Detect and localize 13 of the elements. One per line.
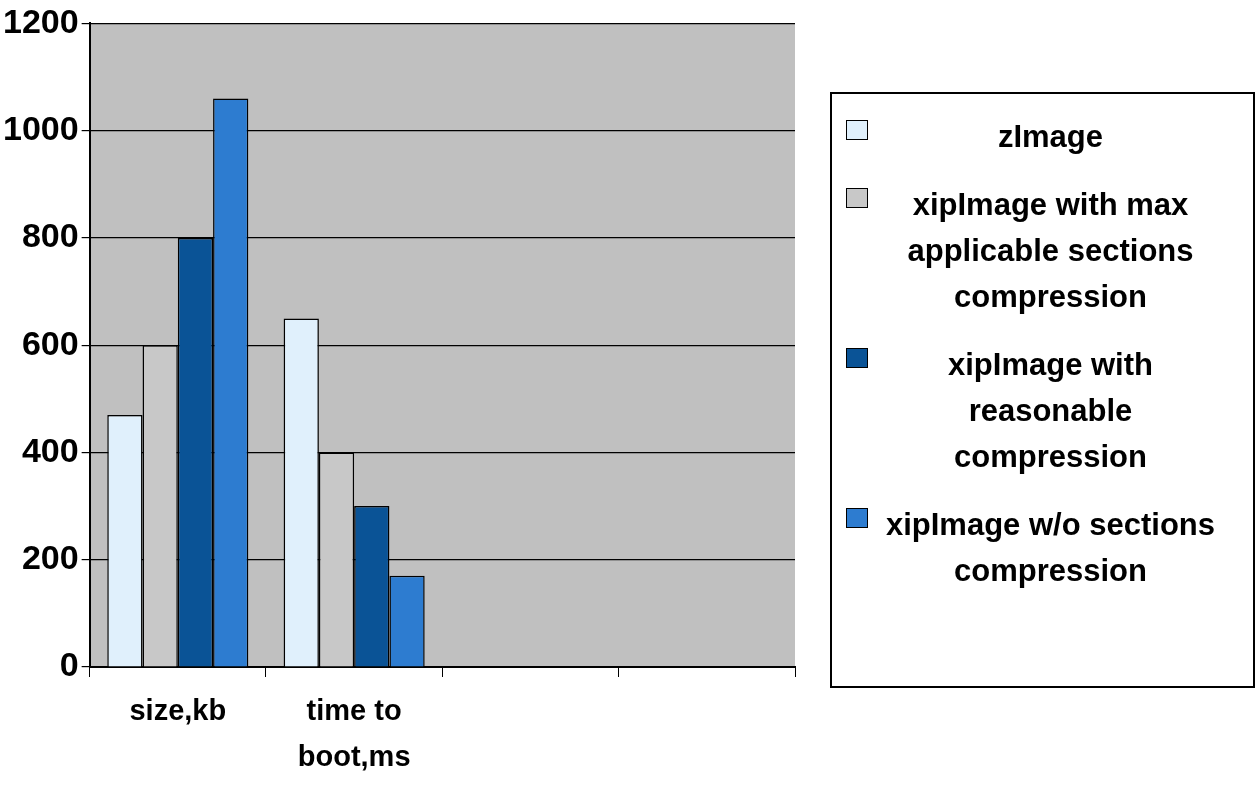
- y-tick-label: 800: [21, 216, 79, 255]
- y-tick-label: 400: [21, 430, 79, 469]
- text: xipImage with max applicable sections compression: [906, 186, 1195, 316]
- text: zImage: [996, 118, 1105, 156]
- text: xipImage with reasonable compression: [947, 346, 1154, 476]
- y-tick-label: 1200: [3, 1, 79, 40]
- legend-label: xipImage w/o sections compression: [884, 506, 1216, 590]
- y-tick-label: 1000: [3, 109, 79, 148]
- y-tick-label: 600: [21, 323, 79, 362]
- y-tick-label: 0: [59, 645, 79, 684]
- y-tick-label: 200: [21, 538, 79, 577]
- x-tick-label: time to boot,ms: [297, 693, 411, 772]
- x-tick-label: size,kb: [129, 693, 227, 726]
